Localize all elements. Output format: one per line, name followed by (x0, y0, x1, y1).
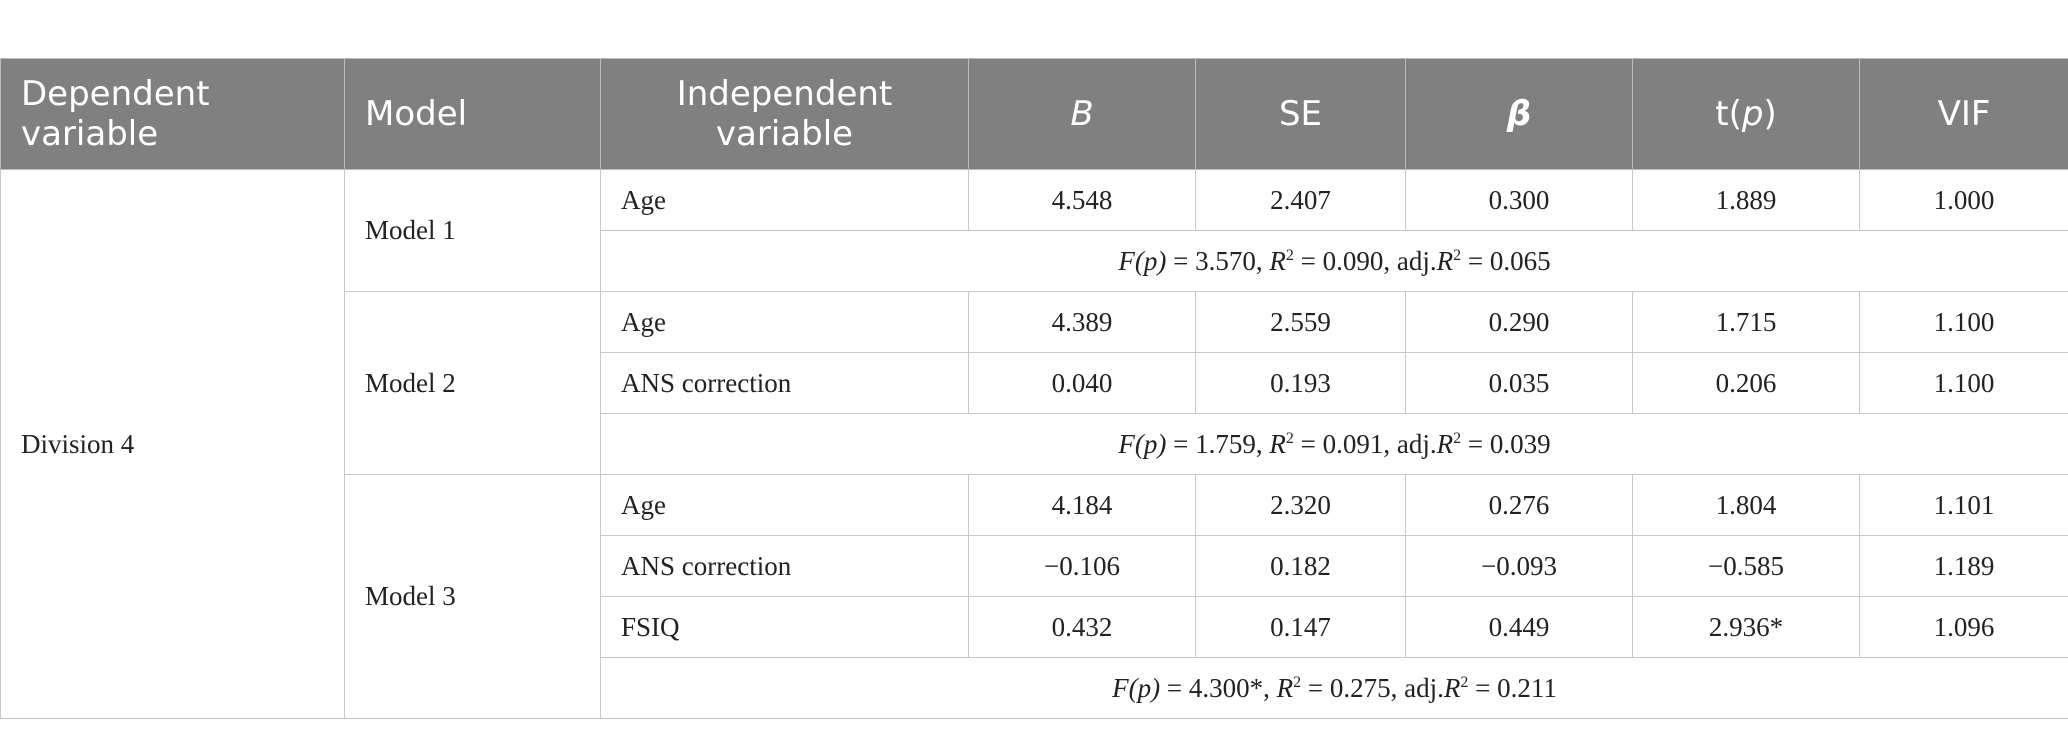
model-summary-row: F(p) = 3.570, R2 = 0.090, adj.R2 = 0.065 (1, 230, 2068, 292)
model-summary-row: F(p) = 4.300*, R2 = 0.275, adj.R2 = 0.21… (1, 657, 2068, 719)
table-row: Model 2 Age 4.389 2.559 0.290 1.715 1.100 (1, 291, 2068, 475)
model-summary-cell: F(p) = 4.300*, R2 = 0.275, adj.R2 = 0.21… (600, 657, 2068, 719)
superscript-2: 2 (1453, 246, 1462, 264)
vif-cell: 1.096 (1859, 596, 2068, 658)
superscript-2: 2 (1460, 673, 1469, 691)
se-cell: 2.320 (1195, 474, 1406, 536)
r-squared-symbol: R (1269, 428, 1286, 459)
header-dependent-variable: Dependent variable (0, 58, 345, 170)
t-cell: 0.206 (1632, 352, 1860, 414)
independent-variable-cell: ANS correction (600, 352, 969, 414)
header-b: B (968, 58, 1196, 170)
se-cell: 0.193 (1195, 352, 1406, 414)
model-summary-cell: F(p) = 1.759, R2 = 0.091, adj.R2 = 0.039 (600, 413, 2068, 475)
adj-r-squared-symbol: R (1443, 672, 1461, 703)
independent-variable-cell: FSIQ (600, 596, 969, 658)
model-summary-cell: F(p) = 3.570, R2 = 0.090, adj.R2 = 0.065 (600, 230, 2068, 292)
header-beta: β (1405, 58, 1633, 170)
b-cell: 0.432 (968, 596, 1196, 658)
table-row: ANS correction 0.040 0.193 0.035 0.206 1.100 (1, 352, 2068, 414)
beta-cell: 0.449 (1405, 596, 1633, 658)
model-name-cell: Model 1 (344, 169, 601, 292)
dependent-variable-cell: Division 4 (0, 169, 345, 719)
t-cell: 1.715 (1632, 291, 1860, 353)
beta-cell: −0.093 (1405, 535, 1633, 597)
beta-cell: 0.035 (1405, 352, 1633, 414)
header-independent-variable: Independent variable (600, 58, 969, 170)
adj-r-squared-symbol: R (1436, 245, 1454, 276)
f-label: F(p) (1118, 428, 1167, 459)
beta-cell: 0.300 (1405, 169, 1633, 231)
independent-variable-cell: Age (600, 169, 969, 231)
r-squared-symbol: R (1276, 672, 1294, 703)
f-value: 3.570 (1195, 245, 1256, 276)
superscript-2: 2 (1293, 673, 1302, 691)
header-vif: VIF (1859, 58, 2068, 170)
superscript-2: 2 (1453, 429, 1462, 447)
table-row: ANS correction −0.106 0.182 −0.093 −0.585 1.1… (1, 535, 2068, 597)
r-squared-value: 0.275 (1329, 672, 1391, 703)
beta-cell: 0.290 (1405, 291, 1633, 353)
table-body: Division 4 Model 1 Age 4.548 2.407 0.300 1.889… (0, 169, 2068, 719)
table-row: FSIQ 0.432 0.147 0.449 2.936* 1.096 (1, 596, 2068, 658)
model-name-cell: Model 3 (344, 474, 601, 719)
b-cell: 4.548 (968, 169, 1196, 231)
superscript-2: 2 (1285, 246, 1294, 264)
se-cell: 0.182 (1195, 535, 1406, 597)
independent-variable-cell: ANS correction (600, 535, 969, 597)
r-squared-value: 0.091 (1322, 428, 1384, 459)
f-value: 4.300* (1188, 672, 1264, 703)
header-model: Model (344, 58, 601, 170)
independent-variable-cell: Age (600, 291, 969, 353)
b-cell: 4.184 (968, 474, 1196, 536)
superscript-2: 2 (1285, 429, 1294, 447)
vif-cell: 1.101 (1859, 474, 2068, 536)
vif-cell: 1.100 (1859, 352, 2068, 414)
t-cell: −0.585 (1632, 535, 1860, 597)
header-se: SE (1195, 58, 1406, 170)
vif-cell: 1.000 (1859, 169, 2068, 231)
beta-cell: 0.276 (1405, 474, 1633, 536)
adj-r-squared-value: 0.039 (1489, 428, 1551, 459)
independent-variable-cell: Age (600, 474, 969, 536)
r-squared-symbol: R (1269, 245, 1286, 276)
vif-cell: 1.189 (1859, 535, 2068, 597)
model-summary-row: F(p) = 1.759, R2 = 0.091, adj.R2 = 0.039 (1, 413, 2068, 475)
se-cell: 0.147 (1195, 596, 1406, 658)
t-cell: 2.936* (1632, 596, 1860, 658)
b-cell: 4.389 (968, 291, 1196, 353)
adj-r-squared-symbol: R (1436, 428, 1454, 459)
model-name-cell: Model 2 (344, 291, 601, 475)
se-cell: 2.407 (1195, 169, 1406, 231)
f-label: F(p) (1118, 245, 1167, 276)
b-cell: 0.040 (968, 352, 1196, 414)
regression-table: Dependent variable Model Independent var… (0, 58, 2068, 719)
table-row: Division 4 Model 1 Age 4.548 2.407 0.300 1.889… (0, 169, 2068, 719)
r-squared-value: 0.090 (1322, 245, 1384, 276)
f-label: F(p) (1112, 672, 1161, 703)
f-value: 1.759 (1195, 428, 1256, 459)
adj-r-squared-value: 0.211 (1497, 672, 1557, 703)
header-t-p: t(p) (1632, 58, 1860, 170)
b-cell: −0.106 (968, 535, 1196, 597)
adj-r-squared-value: 0.065 (1489, 245, 1551, 276)
vif-cell: 1.100 (1859, 291, 2068, 353)
se-cell: 2.559 (1195, 291, 1406, 353)
t-cell: 1.804 (1632, 474, 1860, 536)
header-row: Dependent variable Model Independent var… (0, 58, 2068, 170)
t-cell: 1.889 (1632, 169, 1860, 231)
